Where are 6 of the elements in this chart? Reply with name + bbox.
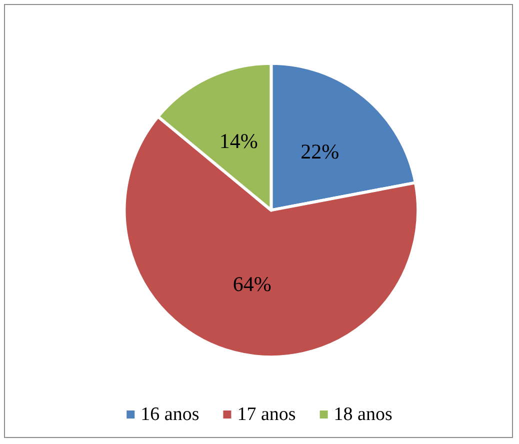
- data-label: 22%: [300, 139, 340, 164]
- legend-label: 16 anos: [140, 404, 200, 425]
- legend-label: 18 anos: [334, 404, 392, 425]
- legend-label: 17 anos: [237, 404, 296, 425]
- data-label: 64%: [232, 272, 272, 296]
- data-label: 14%: [219, 129, 258, 154]
